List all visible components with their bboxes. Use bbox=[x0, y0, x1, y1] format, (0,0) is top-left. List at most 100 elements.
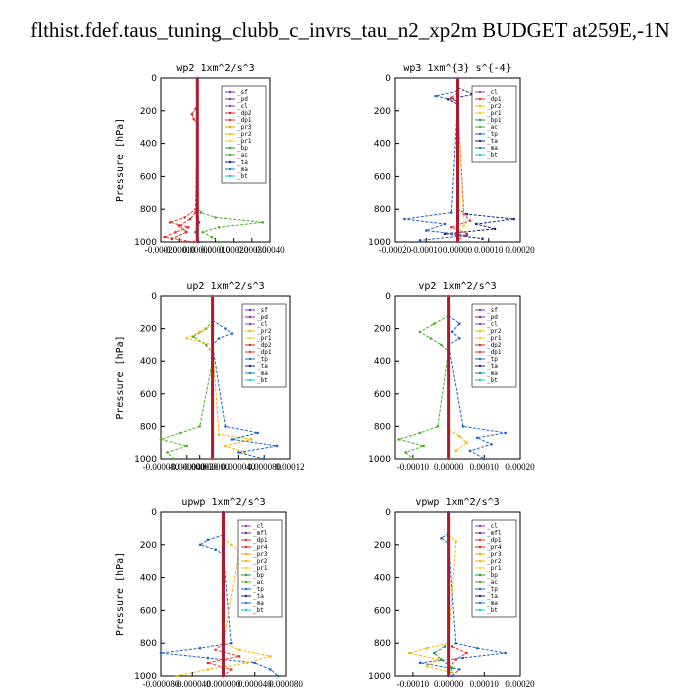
x-tick-label: -0.000040 bbox=[174, 679, 211, 689]
legend-label: _dp1 bbox=[257, 349, 272, 356]
series-point-pr2 bbox=[224, 444, 227, 448]
x-tick-label: 0.000080 bbox=[247, 462, 281, 472]
y-tick-label: 200 bbox=[140, 107, 157, 117]
legend-label: _dp1 bbox=[237, 117, 252, 124]
legend-marker-dp1 bbox=[228, 118, 232, 122]
y-axis-label: Pressure [hPa] bbox=[115, 118, 126, 202]
series-line-tp bbox=[160, 534, 279, 677]
legend-label: _pr3 bbox=[237, 124, 252, 131]
legend-marker-bt bbox=[244, 608, 248, 612]
y-tick-label: 200 bbox=[374, 325, 391, 335]
y-tick-label: 1000 bbox=[134, 672, 157, 682]
series-point-pr2 bbox=[425, 646, 429, 650]
x-tick-label: -0.000080 bbox=[143, 679, 180, 689]
y-tick-label: 800 bbox=[374, 205, 391, 215]
legend-label: _dp1 bbox=[253, 537, 268, 544]
series-point-bp bbox=[443, 645, 447, 648]
series-point-ac bbox=[185, 444, 189, 448]
series-point-bp bbox=[450, 666, 454, 670]
y-axis-label: Pressure [hPa] bbox=[115, 335, 126, 419]
legend-label: _pr1 bbox=[487, 110, 502, 117]
series-point-ac bbox=[397, 438, 400, 441]
legend-marker-bt bbox=[478, 378, 482, 382]
series-point-ta bbox=[446, 98, 450, 101]
series-point-tp bbox=[237, 451, 240, 454]
legend-label: _cl bbox=[257, 321, 268, 328]
legend-marker-bt bbox=[248, 378, 252, 382]
legend-marker-bp bbox=[244, 573, 248, 577]
legend-marker-ta bbox=[478, 364, 482, 368]
legend-marker-pr1 bbox=[228, 139, 232, 143]
series-point-pr2 bbox=[436, 658, 440, 661]
y-tick-label: 1000 bbox=[134, 238, 157, 248]
series-point-dp1 bbox=[186, 225, 190, 229]
y-tick-label: 600 bbox=[140, 390, 157, 400]
legend-marker-tp bbox=[244, 587, 248, 591]
x-tick-label: 0.00000 bbox=[443, 245, 473, 255]
series-point-bp bbox=[440, 658, 443, 661]
y-tick-label: 0 bbox=[151, 74, 157, 84]
series-line-dp1 bbox=[162, 102, 198, 243]
y-tick-label: 400 bbox=[374, 574, 391, 584]
series-point-tp bbox=[230, 641, 233, 645]
legend-label: _cl bbox=[487, 321, 498, 328]
y-tick-label: 200 bbox=[140, 325, 157, 335]
series-point-tp bbox=[434, 94, 437, 98]
series-point-pr2 bbox=[454, 449, 458, 453]
legend-label: _bt bbox=[237, 173, 248, 180]
legend-label: _ma bbox=[487, 370, 498, 377]
series-point-dp1 bbox=[183, 216, 186, 219]
legend-label: _ma bbox=[487, 600, 498, 607]
legend-marker-ma bbox=[478, 146, 482, 150]
legend-marker-tp bbox=[478, 132, 482, 136]
series-point-dp1 bbox=[454, 658, 458, 661]
series-point-dp1 bbox=[163, 235, 166, 239]
series-point-mfl bbox=[222, 510, 225, 514]
series-line-dp2 bbox=[171, 212, 196, 240]
y-tick-label: 600 bbox=[374, 172, 391, 182]
series-point-dp1 bbox=[468, 219, 472, 222]
legend-label: _sf bbox=[487, 307, 498, 314]
series-point-tp bbox=[418, 239, 422, 242]
x-tick-label: 0.00010 bbox=[470, 679, 500, 689]
y-tick-label: 400 bbox=[140, 357, 157, 367]
series-point-tp bbox=[256, 431, 260, 435]
legend-label: _mfl bbox=[487, 530, 502, 537]
legend-marker-mfl bbox=[478, 531, 482, 535]
legend-label: _cl bbox=[487, 89, 498, 96]
legend-marker-cl bbox=[228, 104, 232, 108]
legend-marker-pr1 bbox=[478, 111, 482, 115]
legend-label: _bt bbox=[487, 607, 498, 614]
legend-marker-pr2 bbox=[228, 132, 232, 136]
plot-frame bbox=[160, 295, 291, 460]
series-point-ac bbox=[214, 216, 217, 219]
legend-label: _ma bbox=[237, 166, 248, 173]
series-point-pr2 bbox=[425, 664, 429, 668]
x-tick-label: -0.00010 bbox=[163, 245, 196, 255]
series-line-pr2 bbox=[448, 429, 468, 452]
series-point-dp2 bbox=[177, 224, 181, 227]
legend-label: _sf bbox=[257, 307, 268, 314]
legend-label: _pr1 bbox=[253, 565, 268, 572]
x-tick-label: 0.00010 bbox=[201, 245, 231, 255]
series-point-pr2 bbox=[250, 438, 253, 441]
series-point-tp bbox=[461, 656, 465, 660]
plot-title: vp2 1xm^2/s^3 bbox=[418, 281, 496, 292]
series-point-pr2 bbox=[269, 655, 272, 658]
series-point-tp bbox=[468, 449, 472, 453]
series-point-tp bbox=[230, 332, 234, 335]
legend-label: _ac bbox=[237, 152, 248, 159]
series-line-bp bbox=[433, 646, 453, 677]
series-point-dp1 bbox=[465, 651, 468, 655]
x-tick-label: -0.00010 bbox=[397, 679, 430, 689]
x-tick-label: 0.00020 bbox=[505, 245, 535, 255]
legend-label: _bt bbox=[257, 377, 268, 384]
series-point-mfl bbox=[447, 510, 450, 514]
legend-marker-bp bbox=[478, 573, 482, 577]
legend-marker-pd bbox=[478, 315, 482, 319]
legend-label: _pr2 bbox=[257, 328, 272, 335]
series-point-tp bbox=[224, 425, 227, 428]
legend-label: _bp bbox=[487, 572, 498, 579]
legend-marker-dp2 bbox=[228, 111, 232, 115]
